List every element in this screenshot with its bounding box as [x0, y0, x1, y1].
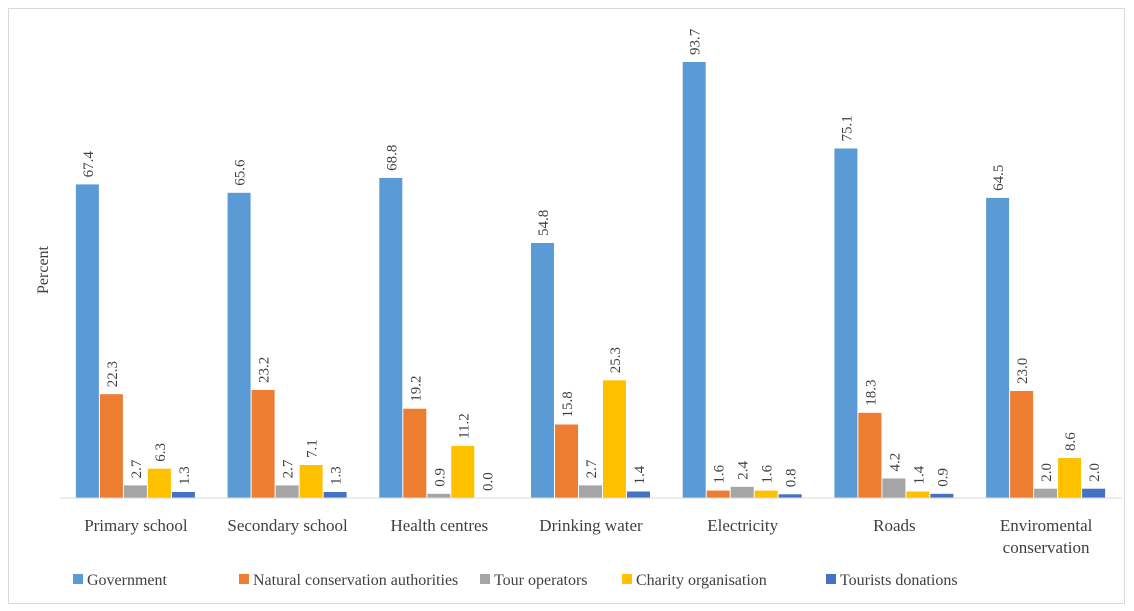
data-label: 93.7: [688, 28, 704, 55]
data-label: 8.6: [1063, 432, 1079, 451]
x-tick-label: Health centres: [390, 516, 488, 535]
data-label: 0.8: [784, 469, 800, 488]
data-label: 75.1: [839, 115, 855, 141]
y-axis-title: Percent: [35, 245, 52, 294]
data-label: 67.4: [81, 151, 97, 178]
bar: [171, 492, 195, 498]
bar: [123, 485, 147, 498]
bars-layer: [75, 62, 1106, 499]
bar: [323, 492, 347, 498]
data-label: 2.7: [584, 459, 600, 478]
x-tick-label: Electricity: [707, 516, 778, 535]
x-tick-label: Drinking water: [539, 516, 643, 535]
data-label: 1.6: [712, 464, 728, 483]
legend-label: Charity organisation: [636, 572, 767, 589]
bar: [754, 490, 778, 498]
bar: [275, 485, 299, 498]
data-label: 23.0: [1015, 358, 1031, 384]
data-labels-layer: 67.4 22.3 2.7 6.3 1.3 65.6 23.2 2.7 7.1 1.3 68.8 19…: [81, 28, 1103, 491]
data-label: 2.0: [1087, 463, 1103, 482]
legend-label: Natural conservation authorities: [253, 572, 458, 589]
bar: [778, 494, 802, 498]
data-label: 2.7: [281, 459, 297, 478]
data-label: 64.5: [991, 165, 1007, 191]
data-label: 2.7: [129, 459, 145, 478]
data-label: 23.2: [257, 357, 273, 383]
bar: [627, 491, 650, 498]
legend-swatch: [826, 574, 836, 584]
bar: [906, 491, 930, 498]
legend-label: Government: [87, 572, 168, 589]
data-label: 54.8: [536, 210, 552, 236]
data-label: 2.0: [1039, 463, 1055, 482]
bar: [227, 192, 251, 499]
bar: [1082, 488, 1106, 498]
data-label: 1.3: [329, 466, 345, 485]
data-label: 1.6: [760, 464, 776, 483]
bar: [299, 465, 323, 498]
bar: [730, 486, 754, 498]
data-label: 2.4: [736, 461, 752, 480]
bar: [99, 394, 123, 498]
bar: [531, 243, 554, 498]
legend-swatch: [239, 574, 249, 584]
data-label: 7.1: [305, 439, 321, 458]
bar: [1058, 458, 1082, 498]
data-label: 65.6: [233, 159, 249, 186]
chart-frame: [8, 8, 1125, 604]
data-label: 4.2: [887, 453, 903, 472]
data-label: 19.2: [408, 375, 424, 401]
bar: [403, 408, 427, 498]
bar: [75, 184, 99, 498]
bar: [147, 468, 171, 498]
data-label: 15.8: [560, 391, 576, 417]
x-tick-label: Primary school: [84, 516, 188, 535]
legend-swatch: [622, 574, 632, 584]
bar: [251, 390, 275, 498]
data-label: 18.3: [863, 380, 879, 406]
bar: [930, 493, 954, 498]
data-label: 68.8: [384, 145, 400, 171]
bar: [555, 424, 578, 498]
bar: [379, 177, 403, 498]
data-label: 0.9: [432, 468, 448, 487]
data-label: 6.3: [153, 443, 169, 462]
bar: [579, 485, 602, 498]
bar: [1010, 391, 1034, 498]
x-tick-label: Enviromental: [1000, 516, 1093, 535]
data-label: 22.3: [105, 361, 121, 387]
x-tick-label: conservation: [1003, 538, 1090, 557]
bar: [706, 490, 730, 498]
legend-label: Tourists donations: [840, 572, 958, 589]
data-label: 1.4: [632, 465, 648, 484]
bar: [427, 493, 451, 498]
bar: [682, 62, 706, 498]
bar: [882, 478, 906, 498]
x-tick-label: Secondary school: [227, 516, 348, 535]
bar: [603, 380, 626, 498]
bar: [1034, 488, 1058, 498]
bar: [986, 197, 1010, 498]
legend: Government Natural conservation authoriti…: [73, 572, 958, 589]
data-label: 1.4: [911, 465, 927, 484]
legend-label: Tour operators: [494, 572, 588, 589]
data-label: 1.3: [177, 466, 193, 485]
data-label: 25.3: [608, 347, 624, 373]
data-label: 0.9: [935, 468, 951, 487]
bar: [858, 412, 882, 498]
data-label: 0.0: [480, 472, 496, 491]
legend-swatch: [480, 574, 490, 584]
data-label: 11.2: [456, 413, 472, 439]
legend-swatch: [73, 574, 83, 584]
bar: [451, 445, 475, 498]
x-tick-label: Roads: [873, 516, 916, 535]
bar: [834, 148, 858, 498]
x-tick-labels: Primary school Secondary school Health cen…: [84, 516, 1092, 557]
